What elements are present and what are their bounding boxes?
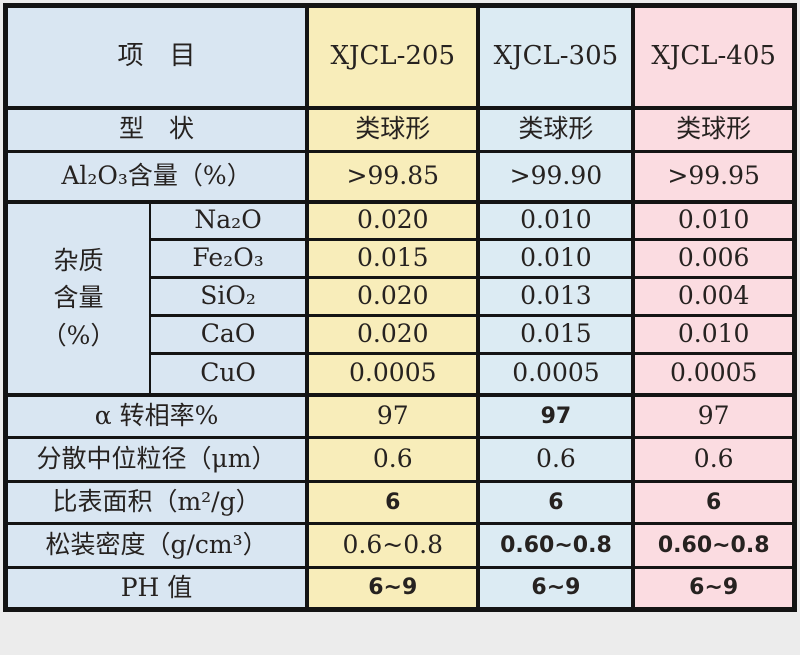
impurity-label-line: 杂质	[53, 245, 104, 275]
spec-table: 项 目 XJCL-205 XJCL-305 XJCL-405 型 状 类球形 类…	[3, 3, 797, 612]
cell: 0.010	[631, 314, 797, 355]
cell: 6~9	[476, 566, 635, 611]
cell: 6	[476, 480, 635, 525]
cell: 6	[305, 480, 480, 525]
row-label-ph-value: PH 值	[4, 566, 309, 611]
row-label-specific-surface-area: 比表面积（m²/g）	[4, 480, 309, 525]
cell: 类球形	[476, 106, 635, 153]
row-alpha-phase-rate: α 转相率% 97 97 97	[4, 392, 797, 439]
cell: 0.0005	[476, 352, 635, 396]
cell: 0.6	[476, 436, 635, 483]
cell: >99.85	[305, 150, 480, 203]
cell: 6	[631, 480, 797, 525]
row-impurity-cuo: CuO 0.0005 0.0005 0.0005	[6, 352, 797, 396]
row-ph-value: PH 值 6~9 6~9 6~9	[4, 566, 797, 611]
cell: 0.010	[476, 238, 635, 279]
row-label-cuo: CuO	[149, 352, 309, 396]
cell: 类球形	[305, 106, 480, 153]
impurity-label-line: 含量	[53, 283, 104, 313]
header-item-cell: 项 目	[4, 4, 309, 110]
cell: 6~9	[631, 566, 797, 611]
row-label-fe2o3: Fe₂O₃	[149, 238, 309, 279]
cell: 0.020	[305, 314, 480, 355]
impurity-group-label: 杂质 含量 （%）	[4, 199, 152, 396]
cell: >99.95	[631, 150, 797, 203]
cell: 0.0005	[631, 352, 797, 396]
row-label-na2o: Na₂O	[149, 199, 309, 241]
header-product-xjcl-205: XJCL-205	[305, 4, 480, 110]
cell: 0.020	[305, 276, 480, 317]
cell: 0.010	[476, 199, 635, 241]
row-shape: 型 状 类球形 类球形 类球形	[4, 106, 797, 153]
cell: 6~9	[305, 566, 480, 611]
row-label-bulk-density: 松装密度（g/cm³）	[4, 522, 309, 569]
row-label-shape: 型 状	[4, 106, 309, 153]
row-label-sio2: SiO₂	[149, 276, 309, 317]
row-impurity-sio2: SiO₂ 0.020 0.013 0.004	[6, 276, 797, 317]
header-product-xjcl-405: XJCL-405	[631, 4, 797, 110]
cell: >99.90	[476, 150, 635, 203]
row-specific-surface-area: 比表面积（m²/g） 6 6 6	[4, 480, 797, 525]
row-impurity-cao: CaO 0.020 0.015 0.010	[6, 314, 797, 355]
row-median-particle-size: 分散中位粒径（μm） 0.6 0.6 0.6	[4, 436, 797, 483]
cell: 97	[631, 392, 797, 439]
header-product-xjcl-305: XJCL-305	[476, 4, 635, 110]
row-label-median-particle-size: 分散中位粒径（μm）	[4, 436, 309, 483]
page: 项 目 XJCL-205 XJCL-305 XJCL-405 型 状 类球形 类…	[3, 3, 797, 612]
cell: 0.6~0.8	[305, 522, 480, 569]
cell: 97	[305, 392, 480, 439]
cell: 0.013	[476, 276, 635, 317]
row-al2o3-content: Al₂O₃含量（%） >99.85 >99.90 >99.95	[4, 150, 797, 203]
cell: 类球形	[631, 106, 797, 153]
cell: 0.004	[631, 276, 797, 317]
row-label-alpha-phase-rate: α 转相率%	[4, 392, 309, 439]
row-bulk-density: 松装密度（g/cm³） 0.6~0.8 0.60~0.8 0.60~0.8	[4, 522, 797, 569]
cell: 0.6	[631, 436, 797, 483]
cell: 0.60~0.8	[476, 522, 635, 569]
header-row: 项 目 XJCL-205 XJCL-305 XJCL-405	[4, 4, 797, 110]
cell: 0.6	[305, 436, 480, 483]
cell: 0.010	[631, 199, 797, 241]
cell: 97	[476, 392, 635, 439]
row-label-cao: CaO	[149, 314, 309, 355]
cell: 0.015	[476, 314, 635, 355]
cell: 0.0005	[305, 352, 480, 396]
row-impurity-na2o: 杂质 含量 （%） Na₂O 0.020 0.010 0.010	[4, 199, 797, 396]
cell: 0.015	[305, 238, 480, 279]
cell: 0.006	[631, 238, 797, 279]
cell: 0.020	[305, 199, 480, 241]
row-label-al2o3: Al₂O₃含量（%）	[4, 150, 309, 203]
cell: 0.60~0.8	[631, 522, 797, 569]
row-impurity-fe2o3: Fe₂O₃ 0.015 0.010 0.006	[6, 238, 797, 279]
impurity-label-line: （%）	[41, 320, 116, 350]
